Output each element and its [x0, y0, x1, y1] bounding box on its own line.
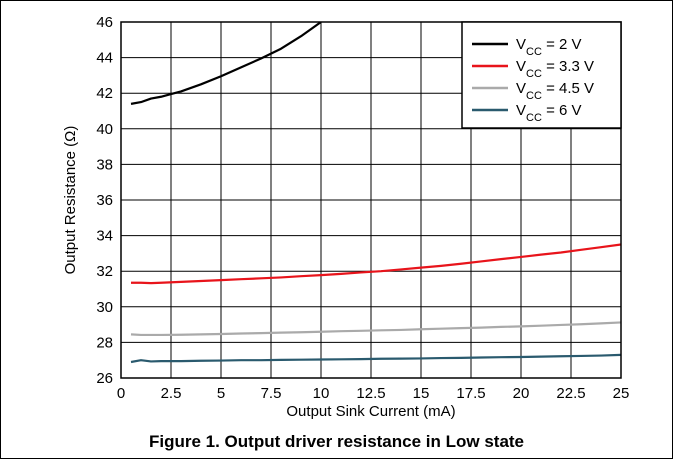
x-tick-label: 5 — [217, 385, 225, 402]
series-lines — [130, 22, 621, 364]
y-tick-label: 44 — [96, 50, 113, 67]
x-tick-label: 12.5 — [356, 385, 385, 402]
legend-entry: VCC = 6 V — [516, 102, 582, 124]
series-line-3 — [130, 353, 621, 364]
y-tick-label: 40 — [96, 121, 113, 138]
x-tick-label: 0 — [117, 385, 125, 402]
series-line-1 — [131, 243, 621, 285]
x-tick-label: 7.5 — [261, 385, 282, 402]
figure-caption: Figure 1. Output driver resistance in Lo… — [148, 432, 525, 451]
legend-entry: VCC = 4.5 V — [516, 80, 594, 102]
x-tick-label: 15 — [413, 385, 430, 402]
y-tick-label: 30 — [96, 299, 113, 316]
series-line-0 — [130, 22, 322, 105]
legend-entry: VCC = 2 V — [516, 36, 582, 58]
y-tick-label: 38 — [96, 156, 113, 173]
x-tick-label: 20 — [513, 385, 530, 402]
x-tick-label: 10 — [313, 385, 330, 402]
axes: 0 2.5 5 7.5 10 12.5 15 17.5 20 22.5 25 26 28 30 32 34 36… — [96, 14, 629, 402]
legend-entry: VCC = 3.3 V — [516, 58, 594, 80]
plot-border — [120, 21, 622, 379]
x-tick-label: 22.5 — [556, 385, 585, 402]
y-tick-label: 26 — [96, 370, 113, 387]
x-tick-label: 17.5 — [456, 385, 485, 402]
x-axis-label: Output Sink Current (mA) — [286, 403, 455, 420]
y-tick-label: 46 — [96, 14, 113, 31]
series-line-2 — [130, 321, 621, 337]
y-tick-label: 32 — [96, 263, 113, 280]
line-chart: 0 2.5 5 7.5 10 12.5 15 17.5 20 22.5 25 26 28 30 32 34 36… — [62, 14, 629, 420]
y-tick-label: 34 — [96, 228, 113, 245]
y-axis-label: Output Resistance (Ω) — [62, 126, 79, 275]
y-tick-label: 28 — [96, 334, 113, 351]
x-tick-label: 25 — [613, 385, 630, 402]
y-tick-label: 42 — [96, 85, 113, 102]
y-tick-label: 36 — [96, 192, 113, 209]
x-tick-label: 2.5 — [161, 385, 182, 402]
